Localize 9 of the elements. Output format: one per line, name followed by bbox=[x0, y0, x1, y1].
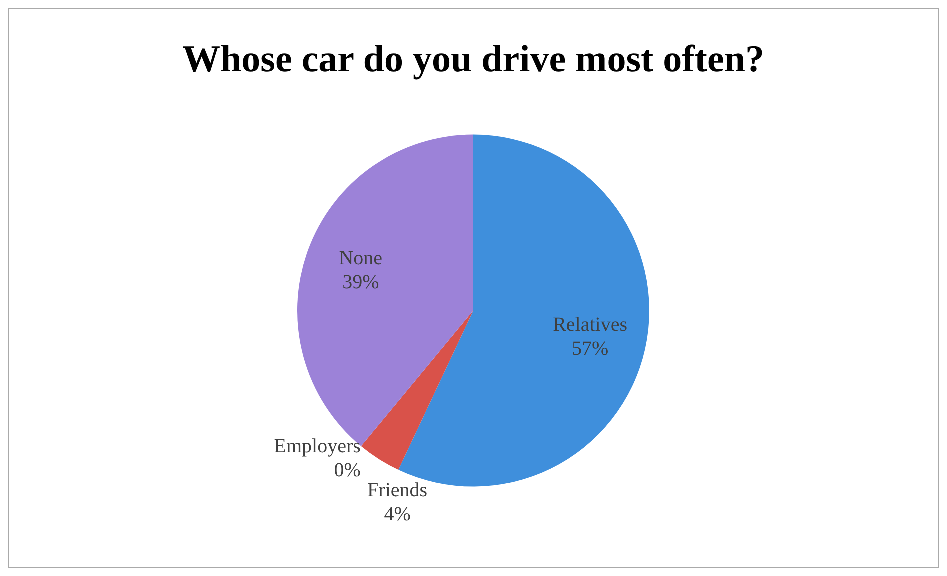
slice-label: Relatives bbox=[553, 314, 628, 336]
text: 0% bbox=[334, 459, 361, 482]
slice-label: Friends bbox=[368, 480, 428, 502]
data-label: 57% bbox=[572, 338, 609, 360]
chart-title: Whose car do you drive most often? bbox=[182, 38, 764, 81]
category-label: Employers bbox=[274, 435, 361, 458]
data-label: 39% bbox=[342, 271, 380, 294]
data-label: 4% bbox=[384, 504, 411, 526]
slice-label: None bbox=[339, 247, 383, 270]
